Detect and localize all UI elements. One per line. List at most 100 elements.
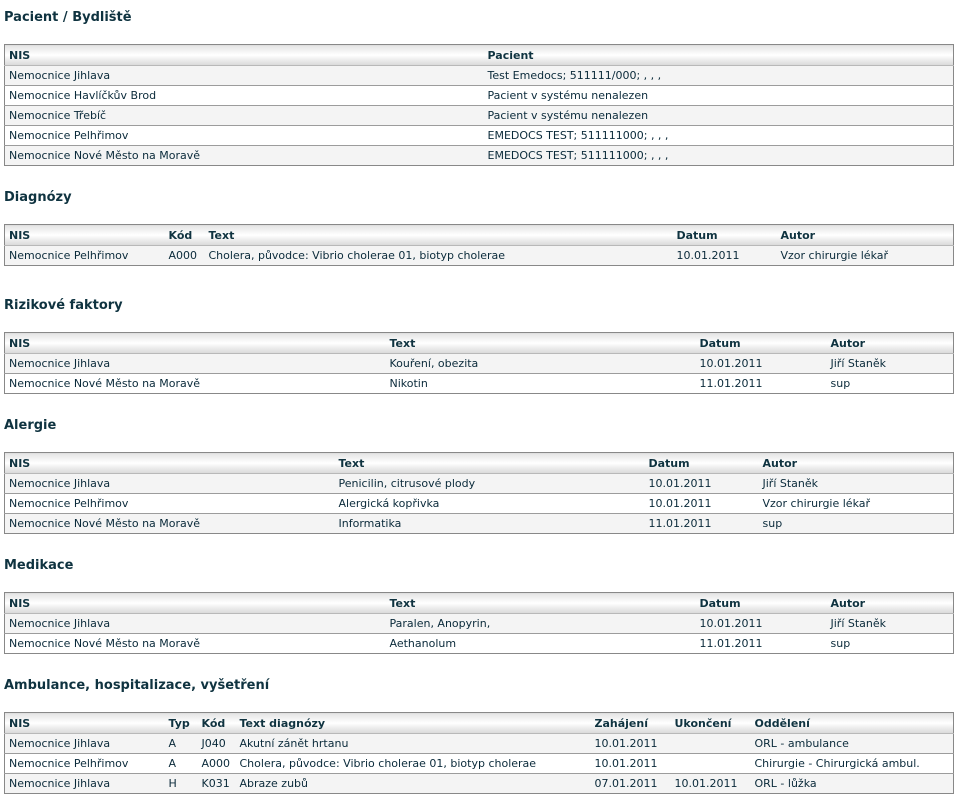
cell-diagnosis-text: Akutní zánět hrtanu [235,733,591,754]
section-title-medication: Medikace [4,558,74,573]
cell-code: K031 [197,773,236,794]
cell-author: Jiří Staněk [826,613,954,634]
table-row[interactable]: Nemocnice Jihlava H K031 Abraze zubů 07.… [4,773,954,794]
table-header-row: NIS Text Datum Autor [4,332,954,354]
cell-text: Paralen, Anopyrin, [385,613,696,634]
table-row[interactable]: Nemocnice Jihlava Paralen, Anopyrin, 10.… [4,613,954,634]
table-row[interactable]: Nemocnice Jihlava Kouření, obezita 10.01… [4,353,954,374]
cell-date: 11.01.2011 [695,373,827,394]
cell-nis: Nemocnice Jihlava [4,613,386,634]
table-header-row: NIS Pacient [4,44,954,66]
cell-text: Cholera, původce: Vibrio cholerae 01, bi… [204,245,673,266]
cell-date: 10.01.2011 [695,353,827,374]
section-title-risk-factors: Rizikové faktory [4,298,123,313]
cell-patient: EMEDOCS TEST; 511111000; , , , [483,125,954,146]
cell-department: ORL - lůžka [750,773,954,794]
table-header-row: NIS Text Datum Autor [4,452,954,474]
cell-nis: Nemocnice Třebíč [4,105,484,126]
column-header-patient: Pacient [483,44,954,66]
cell-author: sup [758,513,954,534]
column-header-nis: NIS [4,712,165,734]
medication-table: NIS Text Datum Autor Nemocnice Jihlava P… [4,592,954,654]
cell-nis: Nemocnice Nové Město na Moravě [4,145,484,166]
table-row[interactable]: Nemocnice Jihlava Test Emedocs; 511111/0… [4,65,954,86]
diagnoses-table: NIS Kód Text Datum Autor Nemocnice Pelhř… [4,224,954,266]
column-header-nis: NIS [4,592,386,614]
table-row[interactable]: Nemocnice Pelhřimov EMEDOCS TEST; 511111… [4,125,954,146]
table-row[interactable]: Nemocnice Jihlava A J040 Akutní zánět hr… [4,733,954,754]
cell-author: sup [826,633,954,654]
column-header-date: Datum [672,224,777,246]
column-header-text: Text [204,224,673,246]
table-row[interactable]: Nemocnice Třebíč Pacient v systému nenal… [4,105,954,126]
column-header-date: Datum [695,592,827,614]
cell-date: 10.01.2011 [672,245,777,266]
cell-author: Vzor chirurgie lékař [758,493,954,514]
table-row[interactable]: Nemocnice Nové Město na Moravě Aethanolu… [4,633,954,654]
cell-date: 11.01.2011 [695,633,827,654]
cell-nis: Nemocnice Pelhřimov [4,245,165,266]
column-header-code: Kód [164,224,205,246]
cell-date: 11.01.2011 [644,513,759,534]
table-row[interactable]: Nemocnice Pelhřimov A000 Cholera, původc… [4,245,954,266]
column-header-end: Ukončení [670,712,751,734]
column-header-author: Autor [826,332,954,354]
cell-nis: Nemocnice Jihlava [4,353,386,374]
cell-text: Aethanolum [385,633,696,654]
cell-department: ORL - ambulance [750,733,954,754]
column-header-nis: NIS [4,44,484,66]
column-header-department: Oddělení [750,712,954,734]
column-header-nis: NIS [4,452,335,474]
cell-author: Jiří Staněk [826,353,954,374]
cell-code: J040 [197,733,236,754]
cell-nis: Nemocnice Jihlava [4,773,165,794]
cell-nis: Nemocnice Pelhřimov [4,753,165,774]
cell-patient: Test Emedocs; 511111/000; , , , [483,65,954,86]
column-header-code: Kód [197,712,236,734]
column-header-text: Text [334,452,645,474]
table-row[interactable]: Nemocnice Havlíčkův Brod Pacient v systé… [4,85,954,106]
cell-text: Nikotin [385,373,696,394]
cell-code: A000 [197,753,236,774]
cell-date: 10.01.2011 [695,613,827,634]
table-row[interactable]: Nemocnice Pelhřimov A A000 Cholera, půvo… [4,753,954,774]
cell-text: Penicilin, citrusové plody [334,473,645,494]
cell-text: Kouření, obezita [385,353,696,374]
cell-patient: EMEDOCS TEST; 511111000; , , , [483,145,954,166]
column-header-diagnosis-text: Text diagnózy [235,712,591,734]
cell-department: Chirurgie - Chirurgická ambul. [750,753,954,774]
section-title-ambulance: Ambulance, hospitalizace, vyšetření [4,678,270,693]
cell-start: 10.01.2011 [590,753,671,774]
column-header-nis: NIS [4,332,386,354]
table-row[interactable]: Nemocnice Jihlava Penicilin, citrusové p… [4,473,954,494]
cell-patient: Pacient v systému nenalezen [483,85,954,106]
cell-end: 10.01.2011 [670,773,751,794]
table-header-row: NIS Typ Kód Text diagnózy Zahájení Ukonč… [4,712,954,734]
column-header-nis: NIS [4,224,165,246]
cell-type: A [164,753,198,774]
cell-author: Vzor chirurgie lékař [776,245,954,266]
patient-table: NIS Pacient Nemocnice Jihlava Test Emedo… [4,44,954,166]
cell-nis: Nemocnice Nové Město na Moravě [4,633,386,654]
cell-type: H [164,773,198,794]
column-header-type: Typ [164,712,198,734]
table-row[interactable]: Nemocnice Pelhřimov Alergická kopřivka 1… [4,493,954,514]
cell-author: sup [826,373,954,394]
table-row[interactable]: Nemocnice Nové Město na Moravě Informati… [4,513,954,534]
cell-nis: Nemocnice Havlíčkův Brod [4,85,484,106]
cell-nis: Nemocnice Pelhřimov [4,125,484,146]
table-row[interactable]: Nemocnice Nové Město na Moravě Nikotin 1… [4,373,954,394]
cell-end [670,753,751,774]
cell-date: 10.01.2011 [644,493,759,514]
column-header-text: Text [385,592,696,614]
cell-nis: Nemocnice Jihlava [4,65,484,86]
cell-text: Informatika [334,513,645,534]
section-title-allergies: Alergie [4,418,57,433]
table-header-row: NIS Text Datum Autor [4,592,954,614]
cell-nis: Nemocnice Jihlava [4,733,165,754]
cell-diagnosis-text: Abraze zubů [235,773,591,794]
cell-nis: Nemocnice Jihlava [4,473,335,494]
cell-text: Alergická kopřivka [334,493,645,514]
table-row[interactable]: Nemocnice Nové Město na Moravě EMEDOCS T… [4,145,954,166]
risk-factors-table: NIS Text Datum Autor Nemocnice Jihlava K… [4,332,954,394]
